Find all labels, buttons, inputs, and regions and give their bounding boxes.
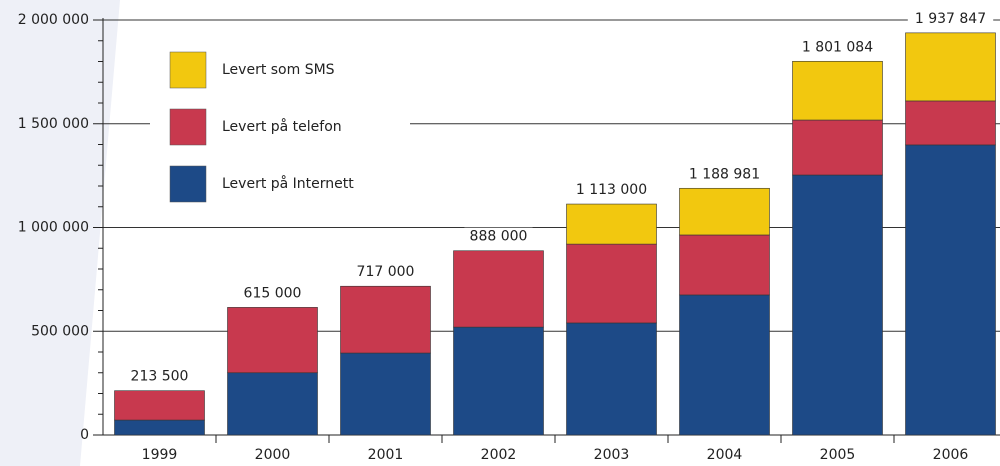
bar-segment xyxy=(566,322,657,436)
x-tick-label: 2004 xyxy=(707,447,743,463)
total-label: 1 937 847 xyxy=(915,11,986,27)
y-tick-label: 500 000 xyxy=(31,323,89,339)
total-label-background xyxy=(351,263,420,282)
total-label: 717 000 xyxy=(357,264,415,280)
y-tick-label: 2 000 000 xyxy=(18,12,89,28)
bar-segment xyxy=(566,243,657,324)
total-label: 1 188 981 xyxy=(689,166,760,182)
bar-segment xyxy=(227,372,318,436)
total-label-background xyxy=(568,181,655,200)
x-tick-label: 2003 xyxy=(594,447,630,463)
bar-segment xyxy=(227,307,318,374)
total-label: 1 801 084 xyxy=(802,39,873,55)
x-tick-label: 2005 xyxy=(820,447,856,463)
x-tick-label: 2002 xyxy=(481,447,517,463)
bar-segment xyxy=(679,187,770,236)
y-tick-label: 1 500 000 xyxy=(18,116,89,132)
bar-segment xyxy=(340,285,431,354)
x-tick-label: 2001 xyxy=(368,447,404,463)
legend-swatch xyxy=(169,51,207,89)
total-label-background xyxy=(907,9,994,28)
bar-segment xyxy=(566,203,657,245)
total-label-background xyxy=(794,38,881,57)
total-label: 213 500 xyxy=(131,369,189,385)
background-panel xyxy=(0,0,120,466)
total-label: 615 000 xyxy=(244,285,302,301)
x-tick-label: 2006 xyxy=(933,447,969,463)
bar-segment xyxy=(340,352,431,436)
legend-label: Levert på Internett xyxy=(222,175,354,192)
bar-segment xyxy=(453,250,544,328)
bar-segment xyxy=(905,144,996,436)
total-label-background xyxy=(125,367,194,386)
x-tick-label: 2000 xyxy=(255,447,291,463)
bar-segment xyxy=(792,60,883,121)
bar-segment xyxy=(679,234,770,296)
total-label-background xyxy=(238,284,307,303)
y-tick-label: 1 000 000 xyxy=(18,220,89,236)
total-label-background xyxy=(681,165,768,184)
bar-segment xyxy=(905,100,996,146)
total-label: 1 113 000 xyxy=(576,182,647,198)
legend-swatch xyxy=(169,165,207,203)
bar-segment xyxy=(453,326,544,436)
bar-segment xyxy=(679,294,770,436)
total-label: 888 000 xyxy=(470,229,528,245)
legend-swatch xyxy=(169,108,207,146)
legend-label: Levert på telefon xyxy=(222,118,342,135)
legend-label: Levert som SMS xyxy=(222,62,335,78)
bar-segment xyxy=(114,390,205,421)
total-label-background xyxy=(464,227,533,246)
bar-segment xyxy=(792,119,883,176)
bar-segment xyxy=(114,419,205,436)
y-tick-label: 0 xyxy=(80,427,89,443)
bar-segment xyxy=(792,174,883,436)
x-tick-label: 1999 xyxy=(142,447,178,463)
bar-segment xyxy=(905,32,996,102)
